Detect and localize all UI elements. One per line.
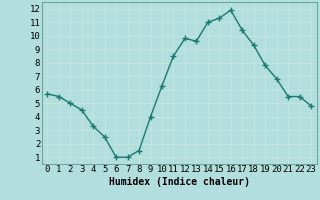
X-axis label: Humidex (Indice chaleur): Humidex (Indice chaleur) xyxy=(109,177,250,187)
